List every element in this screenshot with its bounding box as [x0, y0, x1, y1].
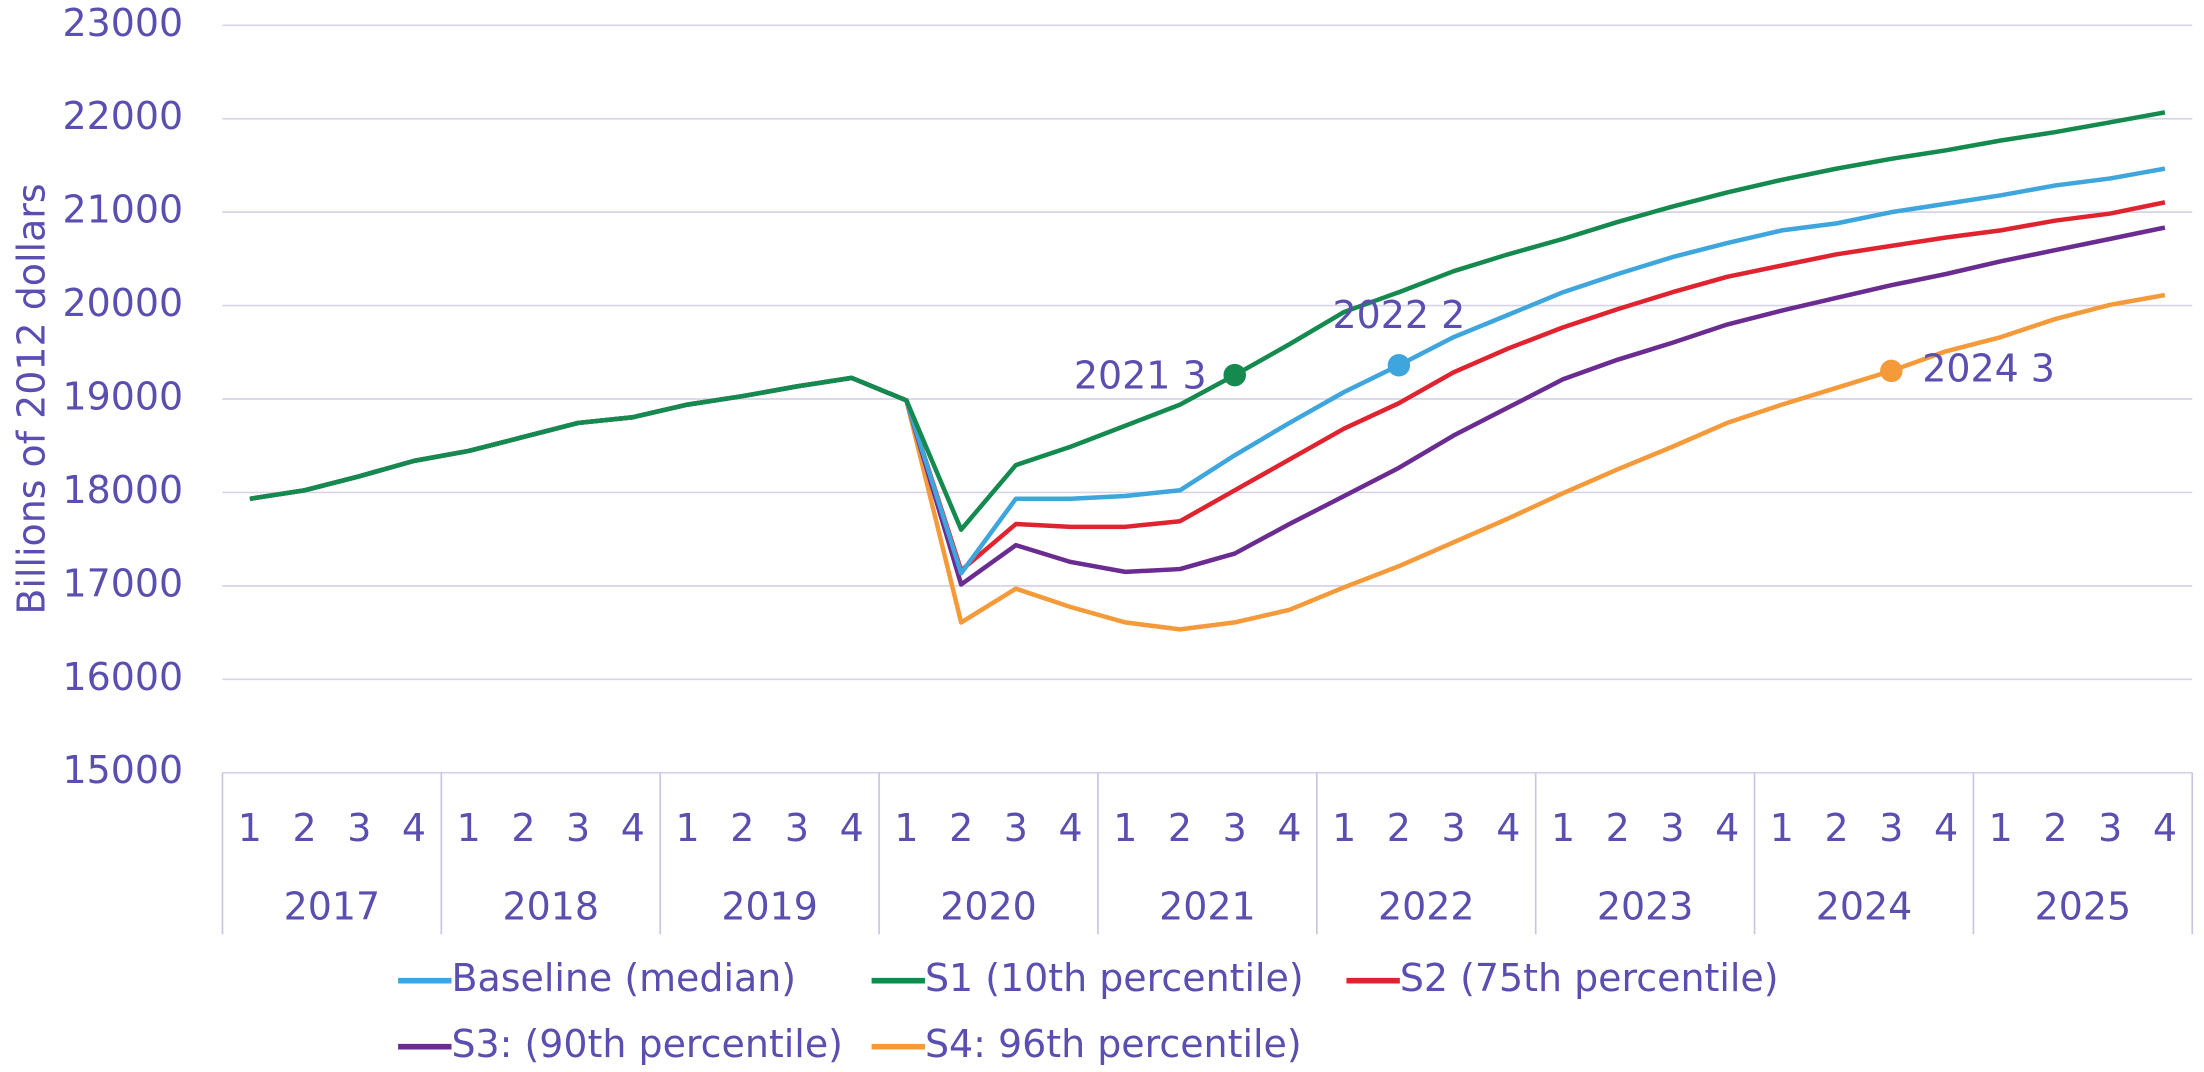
x-group-label: 2018: [503, 885, 600, 929]
legend-item: S2 (75th percentile): [1346, 956, 1779, 1000]
series-line: [249, 225, 2166, 587]
annotation-point: [1387, 354, 1411, 377]
annotation-label: 2024 3: [1922, 346, 2055, 390]
x-tick-label: 2: [949, 806, 973, 850]
x-tick-label: 2: [1168, 806, 1192, 850]
x-group-label: 2024: [1816, 885, 1913, 929]
legend-label: S4: 96th percentile): [925, 1022, 1302, 1066]
x-tick-label: 4: [1934, 806, 1958, 850]
series-line: [249, 166, 2166, 576]
annotation-label: 2022 2: [1333, 293, 1466, 337]
legend-label: S2 (75th percentile): [1400, 956, 1779, 1000]
x-group-label: 2019: [721, 885, 818, 929]
y-tick-label: 16000: [63, 655, 184, 699]
legend-item: S1 (10th percentile): [871, 956, 1304, 1000]
y-tick-label: 15000: [63, 748, 184, 792]
y-tick-label: 23000: [63, 1, 184, 45]
x-group-label: 2025: [2035, 885, 2132, 929]
x-tick-label: 1: [457, 806, 481, 850]
x-tick-label: 2: [730, 806, 754, 850]
annotation-label: 2021 3: [1074, 353, 1207, 397]
x-tick-label: 3: [2098, 806, 2122, 850]
x-group-label: 2017: [284, 885, 381, 929]
series-line: [249, 110, 2166, 532]
y-tick-label: 18000: [63, 468, 184, 512]
x-tick-label: 4: [402, 806, 426, 850]
y-axis-title: Billions of 2012 dollars: [10, 183, 54, 614]
x-tick-label: 4: [840, 806, 864, 850]
x-tick-label: 1: [238, 806, 262, 850]
y-tick-label: 17000: [63, 561, 184, 605]
x-tick-label: 3: [1442, 806, 1466, 850]
x-tick-label: 3: [1660, 806, 1684, 850]
x-tick-label: 1: [1332, 806, 1356, 850]
x-group-label: 2021: [1159, 885, 1256, 929]
legend-item: S4: 96th percentile): [871, 1022, 1302, 1066]
legend-label: Baseline (median): [451, 956, 796, 1000]
x-tick-label: 3: [1004, 806, 1028, 850]
annotation-point: [1223, 363, 1246, 387]
series-line: [249, 292, 2166, 632]
annotation-point: [1880, 359, 1903, 383]
x-tick-label: 3: [1879, 806, 1903, 850]
x-tick-label: 4: [1059, 806, 1083, 850]
y-tick-label: 19000: [63, 375, 184, 419]
x-tick-label: 2: [292, 806, 316, 850]
x-tick-label: 4: [1496, 806, 1520, 850]
x-group-label: 2022: [1378, 885, 1475, 929]
x-tick-label: 1: [894, 806, 918, 850]
x-tick-label: 3: [566, 806, 590, 850]
x-group-label: 2023: [1597, 885, 1694, 929]
legend-label: S3: (90th percentile): [451, 1022, 842, 1066]
x-tick-label: 2: [1387, 806, 1411, 850]
x-tick-label: 4: [1715, 806, 1739, 850]
x-tick-label: 2: [1825, 806, 1849, 850]
legend-item: S3: (90th percentile): [398, 1022, 843, 1066]
x-tick-label: 4: [621, 806, 645, 850]
x-tick-label: 4: [2153, 806, 2177, 850]
x-tick-label: 3: [347, 806, 371, 850]
legend-item: Baseline (median): [398, 956, 796, 1000]
x-tick-label: 1: [1113, 806, 1137, 850]
x-tick-label: 1: [1551, 806, 1575, 850]
x-group-label: 2020: [940, 885, 1037, 929]
y-tick-label: 21000: [63, 188, 184, 232]
x-tick-label: 1: [675, 806, 699, 850]
x-tick-label: 3: [1223, 806, 1247, 850]
x-tick-label: 1: [1770, 806, 1794, 850]
y-tick-label: 22000: [63, 94, 184, 138]
y-tick-label: 20000: [63, 281, 184, 325]
x-tick-label: 2: [2043, 806, 2067, 850]
x-tick-label: 4: [1277, 806, 1301, 850]
x-tick-label: 2: [1606, 806, 1630, 850]
x-tick-label: 2: [511, 806, 535, 850]
series-line: [249, 200, 2166, 573]
legend-label: S1 (10th percentile): [925, 956, 1304, 1000]
x-tick-label: 1: [1989, 806, 2013, 850]
x-tick-label: 3: [785, 806, 809, 850]
